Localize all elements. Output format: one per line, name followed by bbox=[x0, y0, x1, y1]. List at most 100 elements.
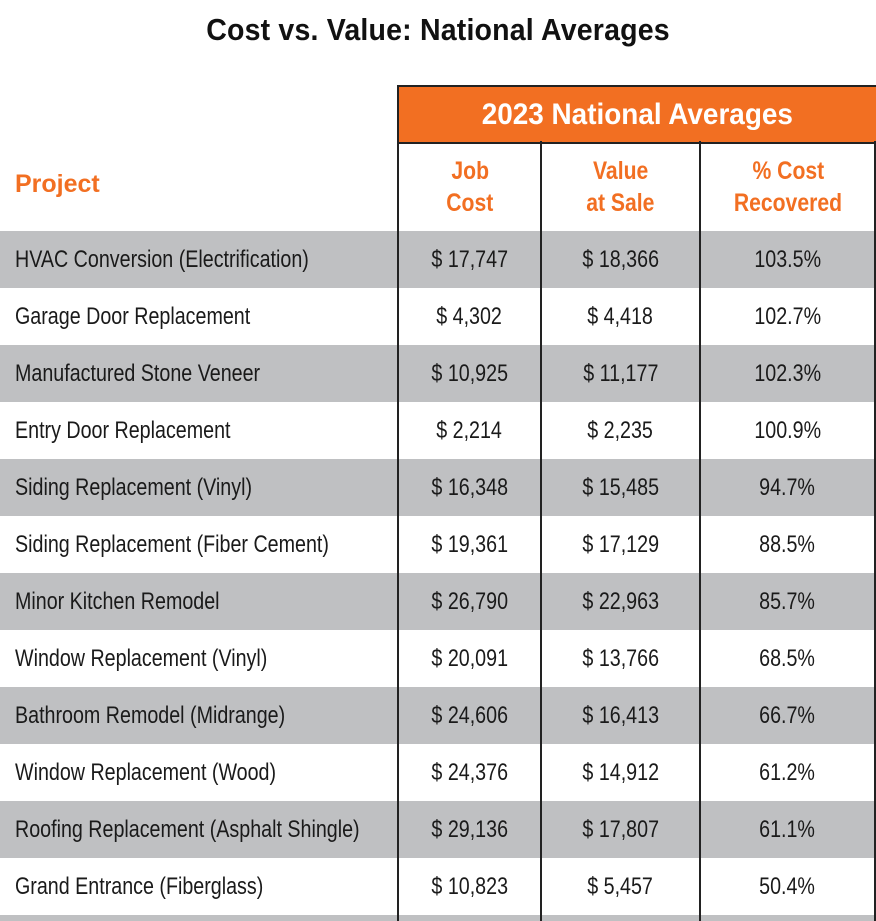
cell-cost-recovered-text: 100.9% bbox=[754, 416, 821, 444]
cell-job-cost: $ 26,790 bbox=[399, 573, 540, 630]
cell-cost-recovered-text: 66.7% bbox=[759, 701, 816, 729]
table-divider bbox=[699, 141, 701, 921]
cell-job-cost-text: $ 4,302 bbox=[436, 302, 503, 330]
cell-project-text: HVAC Conversion (Electrification) bbox=[15, 245, 309, 273]
cell-project-text: Garage Door Replacement bbox=[15, 302, 251, 330]
cell-value-at-sale: $ 17,129 bbox=[542, 516, 699, 573]
cell-cost-recovered: 94.7% bbox=[701, 459, 874, 516]
cell-project-text: Siding Replacement (Vinyl) bbox=[15, 473, 253, 501]
cell-cost-recovered: 61.2% bbox=[701, 744, 874, 801]
table-row: Window Replacement (Wood) $ 24,376 $ 14,91… bbox=[0, 744, 876, 801]
cell-project-text: Siding Replacement (Fiber Cement) bbox=[15, 530, 329, 558]
table-body: HVAC Conversion (Electrification) $ 17,74… bbox=[0, 231, 876, 915]
cell-cost-recovered-text: 68.5% bbox=[759, 644, 816, 672]
cell-job-cost-text: $ 20,091 bbox=[431, 644, 508, 672]
table-row: Minor Kitchen Remodel $ 26,790 $ 22,963 85.… bbox=[0, 573, 876, 630]
cell-job-cost: $ 24,376 bbox=[399, 744, 540, 801]
cell-cost-recovered: 50.4% bbox=[701, 858, 874, 915]
cell-cost-recovered: 61.1% bbox=[701, 801, 874, 858]
cell-value-at-sale-text: $ 17,807 bbox=[582, 815, 659, 843]
cell-job-cost-text: $ 24,376 bbox=[431, 758, 508, 786]
cell-project: HVAC Conversion (Electrification) bbox=[15, 231, 373, 288]
cell-cost-recovered-text: 85.7% bbox=[759, 587, 816, 615]
column-header-job-cost-line2: Cost bbox=[445, 189, 494, 217]
cell-job-cost: $ 16,348 bbox=[399, 459, 540, 516]
cell-cost-recovered: 103.5% bbox=[701, 231, 874, 288]
cell-job-cost-text: $ 16,348 bbox=[431, 473, 508, 501]
cell-job-cost: $ 20,091 bbox=[399, 630, 540, 687]
cell-job-cost: $ 4,302 bbox=[399, 288, 540, 345]
cell-job-cost-text: $ 17,747 bbox=[431, 245, 508, 273]
cell-job-cost-text: $ 10,823 bbox=[431, 872, 508, 900]
column-header-cost-recovered-line2: Recovered bbox=[733, 189, 842, 217]
column-header-value-at-sale: Value at Sale bbox=[542, 143, 699, 231]
group-header-2023-national-averages: 2023 National Averages bbox=[397, 85, 876, 144]
column-header-cost-recovered: % Cost Recovered bbox=[701, 143, 874, 231]
cell-cost-recovered-text: 88.5% bbox=[759, 530, 816, 558]
cell-job-cost-text: $ 10,925 bbox=[431, 359, 508, 387]
cell-job-cost: $ 17,747 bbox=[399, 231, 540, 288]
cell-cost-recovered-text: 102.7% bbox=[754, 302, 821, 330]
cell-job-cost: $ 19,361 bbox=[399, 516, 540, 573]
cell-cost-recovered-text: 94.7% bbox=[759, 473, 816, 501]
table-row: Siding Replacement (Fiber Cement) $ 19,36… bbox=[0, 516, 876, 573]
cell-value-at-sale: $ 14,912 bbox=[542, 744, 699, 801]
cell-value-at-sale: $ 16,413 bbox=[542, 687, 699, 744]
table-bottom-strip bbox=[0, 915, 876, 921]
cell-value-at-sale-text: $ 14,912 bbox=[582, 758, 659, 786]
cell-value-at-sale: $ 11,177 bbox=[542, 345, 699, 402]
cell-value-at-sale-text: $ 16,413 bbox=[582, 701, 659, 729]
column-header-cost-recovered-line1: % Cost bbox=[751, 157, 824, 185]
cell-job-cost-text: $ 24,606 bbox=[431, 701, 508, 729]
cell-project: Bathroom Remodel (Midrange) bbox=[15, 687, 344, 744]
cell-value-at-sale-text: $ 5,457 bbox=[587, 872, 654, 900]
cell-value-at-sale-text: $ 18,366 bbox=[582, 245, 659, 273]
column-header-value-at-sale-line1: Value bbox=[592, 157, 649, 185]
column-header-value-at-sale-line2: at Sale bbox=[586, 189, 655, 217]
cell-value-at-sale: $ 13,766 bbox=[542, 630, 699, 687]
cell-job-cost-text: $ 26,790 bbox=[431, 587, 508, 615]
cell-project: Window Replacement (Vinyl) bbox=[15, 630, 323, 687]
cell-project-text: Bathroom Remodel (Midrange) bbox=[15, 701, 286, 729]
cell-value-at-sale: $ 18,366 bbox=[542, 231, 699, 288]
cell-cost-recovered: 66.7% bbox=[701, 687, 874, 744]
cell-value-at-sale: $ 4,418 bbox=[542, 288, 699, 345]
cell-project: Siding Replacement (Vinyl) bbox=[15, 459, 304, 516]
column-header-project: Project bbox=[15, 170, 100, 198]
table-divider bbox=[540, 141, 542, 921]
cell-value-at-sale: $ 5,457 bbox=[542, 858, 699, 915]
cell-job-cost: $ 24,606 bbox=[399, 687, 540, 744]
cell-cost-recovered: 85.7% bbox=[701, 573, 874, 630]
cell-value-at-sale: $ 2,235 bbox=[542, 402, 699, 459]
cell-cost-recovered-text: 50.4% bbox=[759, 872, 816, 900]
cell-project: Entry Door Replacement bbox=[15, 402, 278, 459]
cell-job-cost: $ 10,925 bbox=[399, 345, 540, 402]
cell-project-text: Window Replacement (Wood) bbox=[15, 758, 277, 786]
cell-job-cost-text: $ 19,361 bbox=[431, 530, 508, 558]
cell-cost-recovered: 102.7% bbox=[701, 288, 874, 345]
page-title: Cost vs. Value: National Averages bbox=[206, 12, 670, 47]
cell-project-text: Roofing Replacement (Asphalt Shingle) bbox=[15, 815, 360, 843]
cell-cost-recovered-text: 103.5% bbox=[754, 245, 821, 273]
table-row: Garage Door Replacement $ 4,302 $ 4,418 102… bbox=[0, 288, 876, 345]
cell-cost-recovered: 68.5% bbox=[701, 630, 874, 687]
cell-project: Minor Kitchen Remodel bbox=[15, 573, 264, 630]
cell-project-text: Entry Door Replacement bbox=[15, 416, 231, 444]
cell-project-text: Manufactured Stone Veneer bbox=[15, 359, 261, 387]
cell-value-at-sale-text: $ 13,766 bbox=[582, 644, 659, 672]
cell-value-at-sale-text: $ 22,963 bbox=[582, 587, 659, 615]
cell-project-text: Minor Kitchen Remodel bbox=[15, 587, 220, 615]
column-header-job-cost: Job Cost bbox=[399, 143, 540, 231]
cell-project: Grand Entrance (Fiberglass) bbox=[15, 858, 318, 915]
table-row: Manufactured Stone Veneer $ 10,925 $ 11,17… bbox=[0, 345, 876, 402]
cell-cost-recovered: 88.5% bbox=[701, 516, 874, 573]
cell-project-text: Grand Entrance (Fiberglass) bbox=[15, 872, 264, 900]
cell-value-at-sale-text: $ 17,129 bbox=[582, 530, 659, 558]
cell-project: Window Replacement (Wood) bbox=[15, 744, 333, 801]
cell-value-at-sale-text: $ 11,177 bbox=[582, 359, 659, 387]
cell-job-cost: $ 29,136 bbox=[399, 801, 540, 858]
cell-cost-recovered-text: 61.1% bbox=[759, 815, 816, 843]
column-header-job-cost-line1: Job bbox=[450, 157, 489, 185]
cell-value-at-sale: $ 17,807 bbox=[542, 801, 699, 858]
cell-project: Garage Door Replacement bbox=[15, 288, 302, 345]
